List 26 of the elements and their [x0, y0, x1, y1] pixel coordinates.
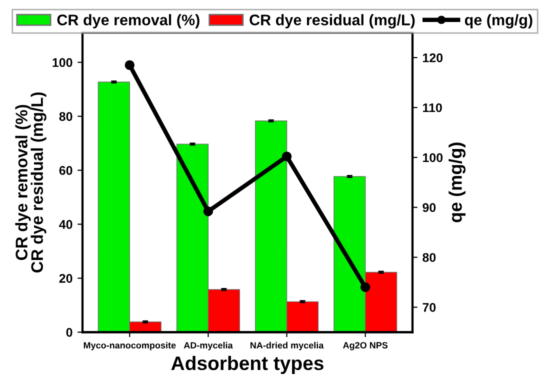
y-tick-label: 40 [59, 220, 72, 229]
x-tick-label: AD-mycelia [184, 342, 233, 350]
point [282, 152, 292, 162]
y2-tick-label: 70 [422, 303, 436, 312]
legend-label: qe (mg/g) [464, 14, 532, 28]
legend-label: CR dye removal (%) [57, 14, 200, 28]
y2-axis-title: qe (mg/g) [448, 142, 466, 222]
x-tick-label: Myco-nanocomposite [84, 342, 176, 350]
y-tick-label: 0 [66, 328, 72, 337]
y-tick-label: 20 [59, 274, 72, 283]
point [124, 60, 135, 70]
y-tick-label: 100 [52, 58, 72, 67]
y-tick-label: 60 [59, 166, 72, 175]
y2-tick-label: 90 [422, 203, 436, 212]
legend-label: CR dye residual (mg/L) [250, 14, 415, 28]
point [203, 206, 214, 216]
x-axis-title: Adsorbent types [171, 356, 324, 374]
y-axis-title: CR dye removal (%) CR dye residual (mg/L) [15, 92, 46, 272]
y-tick-label: 80 [59, 112, 72, 121]
y2-tick-label: 110 [423, 103, 442, 112]
point [360, 282, 370, 292]
y2-tick-label: 100 [423, 153, 443, 162]
y2-tick-label: 120 [423, 53, 443, 62]
x-tick-label: NA-dried mycelia [250, 342, 324, 350]
x-tick-label: Ag2O NPS [343, 342, 388, 350]
y2-tick-label: 80 [422, 253, 436, 262]
